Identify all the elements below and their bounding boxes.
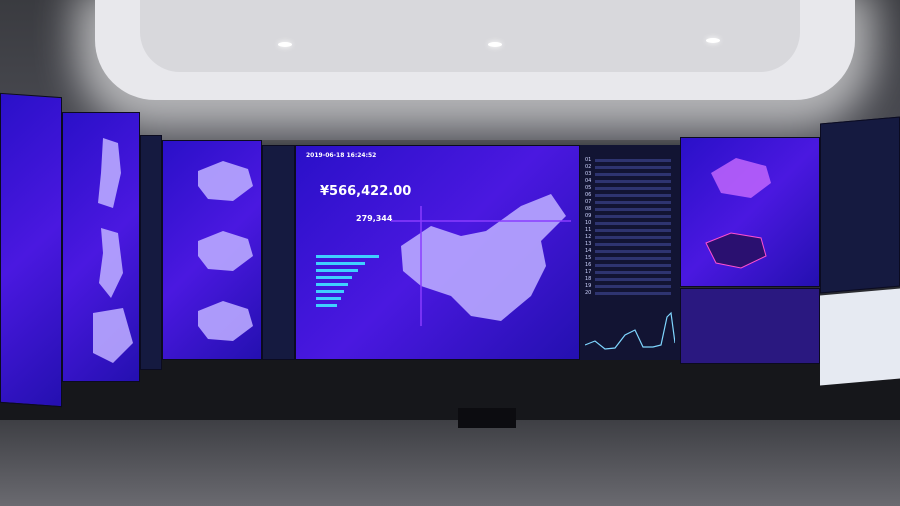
ranking-list-panel: 01 02 03 04 05 06 07 08 09 10 11 12 13 14 15 16 17 18 19 20 bbox=[580, 145, 680, 360]
ranking-row: 06 bbox=[585, 192, 675, 199]
floor bbox=[0, 420, 900, 506]
ranking-row: 11 bbox=[585, 227, 675, 234]
rank-number: 05 bbox=[585, 185, 592, 191]
ranking-row: 04 bbox=[585, 178, 675, 185]
rank-number: 10 bbox=[585, 220, 592, 226]
rank-entry bbox=[595, 173, 671, 176]
rank-entry bbox=[595, 257, 671, 260]
downlight bbox=[488, 42, 502, 47]
ranking-row: 12 bbox=[585, 234, 675, 241]
rank-number: 18 bbox=[585, 276, 592, 282]
rank-number: 08 bbox=[585, 206, 592, 212]
screen-panel-right-table bbox=[680, 288, 820, 364]
rank-number: 19 bbox=[585, 283, 592, 289]
rank-number: 15 bbox=[585, 255, 592, 261]
screen-panel-province-maps bbox=[62, 112, 140, 382]
province-maps bbox=[93, 138, 133, 363]
ranking-row: 05 bbox=[585, 185, 675, 192]
ranking-row: 18 bbox=[585, 276, 675, 283]
rank-number: 01 bbox=[585, 157, 592, 163]
rank-number: 12 bbox=[585, 234, 592, 240]
downlight bbox=[706, 38, 720, 43]
rank-entry bbox=[595, 180, 671, 183]
ranking-bars bbox=[316, 251, 386, 311]
rank-entry bbox=[595, 271, 671, 274]
rank-entry bbox=[595, 159, 671, 162]
rank-entry bbox=[595, 222, 671, 225]
ranking-list: 01 02 03 04 05 06 07 08 09 10 11 12 13 14 15 16 17 18 19 20 bbox=[585, 157, 675, 297]
ranking-row: 15 bbox=[585, 255, 675, 262]
total-amount: ¥566,422.00 bbox=[320, 184, 412, 199]
ranking-row: 01 bbox=[585, 157, 675, 164]
rank-number: 02 bbox=[585, 164, 592, 170]
rank-entry bbox=[595, 236, 671, 239]
rank-entry bbox=[595, 208, 671, 211]
screen-panel-china-maps bbox=[162, 140, 262, 360]
rank-number: 17 bbox=[585, 269, 592, 275]
rank-number: 04 bbox=[585, 178, 592, 184]
rank-number: 06 bbox=[585, 192, 592, 198]
ranking-row: 03 bbox=[585, 171, 675, 178]
china-maps bbox=[198, 161, 253, 341]
trend-line-chart bbox=[585, 311, 675, 350]
screen-panel-right-map bbox=[680, 137, 820, 287]
rank-entry bbox=[595, 194, 671, 197]
rank-number: 03 bbox=[585, 171, 592, 177]
screen-base-cabinet bbox=[0, 360, 900, 430]
rank-entry bbox=[595, 250, 671, 253]
total-count: 279,344 bbox=[356, 214, 393, 223]
downlight bbox=[278, 42, 292, 47]
rank-entry bbox=[595, 278, 671, 281]
china-map bbox=[391, 194, 571, 326]
screen-panel-far-right bbox=[820, 116, 900, 294]
rank-number: 13 bbox=[585, 241, 592, 247]
rank-entry bbox=[595, 201, 671, 204]
screen-panel-stats bbox=[262, 145, 295, 360]
screen-panel-far-left bbox=[0, 92, 62, 408]
rank-number: 07 bbox=[585, 199, 592, 205]
screen-panel-list bbox=[140, 135, 162, 370]
rank-number: 14 bbox=[585, 248, 592, 254]
ranking-row: 07 bbox=[585, 199, 675, 206]
rank-number: 16 bbox=[585, 262, 592, 268]
ranking-row: 20 bbox=[585, 290, 675, 297]
main-dashboard-screen: 2019-06-18 16:24:52 ¥566,422.00 279,344 bbox=[295, 145, 580, 360]
ranking-row: 09 bbox=[585, 213, 675, 220]
rank-entry bbox=[595, 187, 671, 190]
screen-panel-far-right-white bbox=[820, 288, 900, 386]
rank-entry bbox=[595, 292, 671, 295]
rank-number: 11 bbox=[585, 227, 592, 233]
ranking-row: 10 bbox=[585, 220, 675, 227]
ranking-row: 14 bbox=[585, 248, 675, 255]
ceiling-recess bbox=[140, 0, 800, 72]
ranking-row: 13 bbox=[585, 241, 675, 248]
rank-entry bbox=[595, 243, 671, 246]
rank-entry bbox=[595, 166, 671, 169]
rank-number: 09 bbox=[585, 213, 592, 219]
ranking-row: 16 bbox=[585, 262, 675, 269]
rank-entry bbox=[595, 285, 671, 288]
rank-entry bbox=[595, 264, 671, 267]
ranking-row: 08 bbox=[585, 206, 675, 213]
rank-entry bbox=[595, 215, 671, 218]
timestamp: 2019-06-18 16:24:52 bbox=[306, 152, 377, 159]
ranking-row: 02 bbox=[585, 164, 675, 171]
rank-number: 20 bbox=[585, 290, 592, 296]
rank-entry bbox=[595, 229, 671, 232]
ranking-row: 19 bbox=[585, 283, 675, 290]
ranking-row: 17 bbox=[585, 269, 675, 276]
console-box bbox=[458, 408, 516, 428]
right-china-map bbox=[705, 158, 771, 269]
